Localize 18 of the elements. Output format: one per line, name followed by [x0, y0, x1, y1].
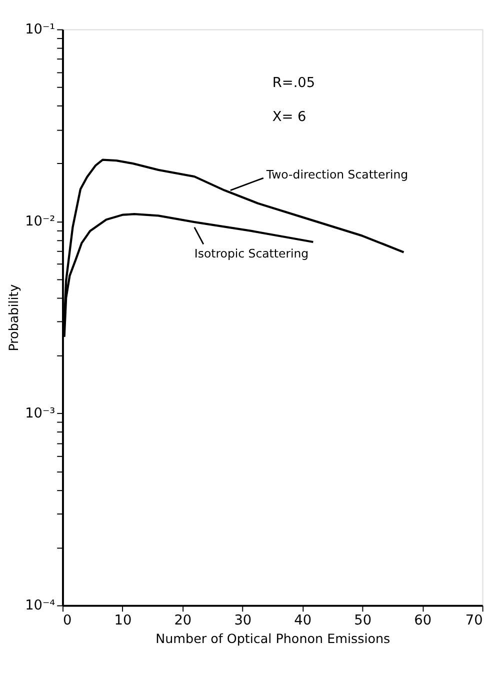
x-tick-label: 10: [114, 612, 132, 628]
y-tick-label: 10⁻²: [25, 214, 56, 230]
x-tick-label: 20: [174, 612, 192, 628]
annotation: R=.05: [272, 74, 316, 91]
x-tick-label: 70: [465, 612, 483, 628]
legend-label: Isotropic Scattering: [194, 246, 309, 260]
x-tick-label: 60: [414, 612, 432, 628]
x-tick-label: 30: [234, 612, 252, 628]
x-tick-label: 50: [354, 612, 372, 628]
series-label: Two-direction Scattering: [265, 168, 408, 182]
x-tick-label: 0: [62, 612, 72, 628]
y-axis-title: Probability: [6, 284, 22, 352]
x-axis-title: Number of Optical Phonon Emissions: [156, 630, 390, 646]
annotation: X= 6: [272, 109, 306, 126]
y-tick-label: 10⁻¹: [25, 22, 56, 38]
x-tick-label: 40: [294, 612, 312, 628]
y-tick-label: 10⁻⁴: [25, 598, 56, 614]
y-tick-label: 10⁻³: [25, 406, 56, 422]
